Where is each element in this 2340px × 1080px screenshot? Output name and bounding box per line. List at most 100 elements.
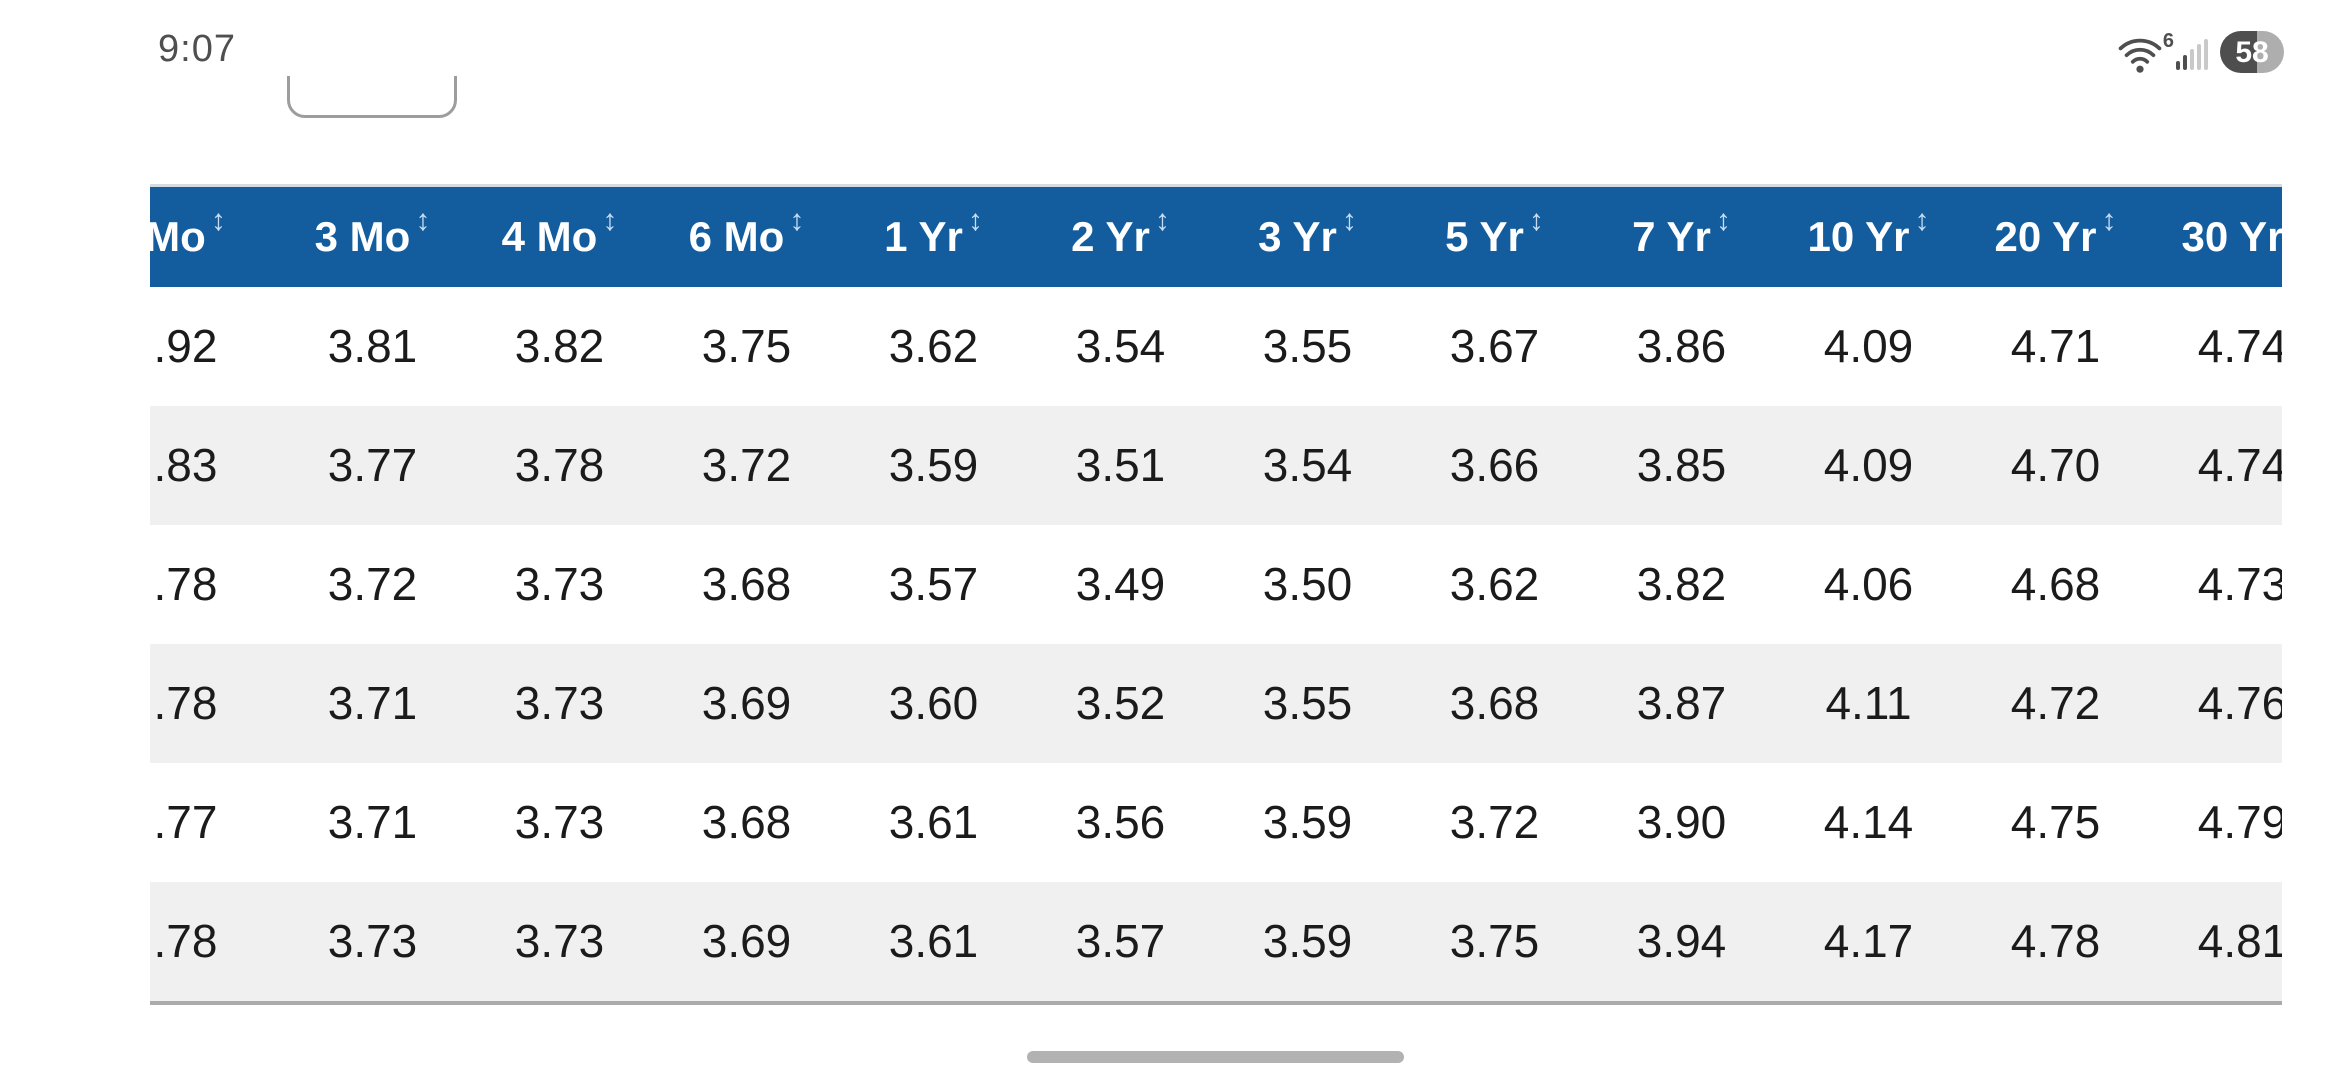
sort-arrows-icon: ↕	[1341, 204, 1357, 237]
table-header-row: Mo ↕ 3 Mo ↕ 4 Mo ↕ 6 Mo ↕ 1 Yr ↕ 2 Yr ↕ 3 Yr ↕ 5 Yr ↕ 7 …	[150, 184, 2282, 287]
sort-arrows-icon: ↕	[2101, 204, 2117, 237]
sort-arrows-icon: ↕	[602, 204, 618, 237]
table-cell: 3.61	[888, 915, 979, 967]
sort-arrows-icon: ↕	[1528, 204, 1544, 237]
table-cell: 3.72	[701, 439, 792, 491]
table-cell: 3.73	[514, 915, 605, 967]
table-cell: 3.73	[514, 558, 605, 610]
yield-table[interactable]: Mo ↕ 3 Mo ↕ 4 Mo ↕ 6 Mo ↕ 1 Yr ↕ 2 Yr ↕ 3 Yr ↕ 5 Yr ↕ 7 …	[150, 184, 2282, 1006]
table-cell: 3.51	[1075, 439, 1166, 491]
table-cell: 3.49	[1075, 558, 1166, 610]
table-cell: 4.11	[1825, 677, 1912, 729]
column-header-2-yr[interactable]: 2 Yr ↕	[1027, 187, 1214, 287]
table-cell: 3.67	[1449, 320, 1540, 372]
column-label: 6 Mo	[688, 213, 785, 260]
column-header-4-mo[interactable]: 4 Mo ↕	[466, 187, 653, 287]
sort-arrows-icon: ↕	[967, 204, 983, 237]
table-cell: 3.86	[1636, 320, 1727, 372]
table-cell: 3.57	[1075, 915, 1166, 967]
column-header-3-mo[interactable]: 3 Mo ↕	[279, 187, 466, 287]
table-cell: 3.73	[327, 915, 418, 967]
partial-button-outline	[287, 76, 457, 118]
table-cell: 3.77	[327, 439, 418, 491]
table-row: .77 3.71 3.73 3.68 3.61 3.56 3.59 3.72 3.90 4.14 4…	[150, 763, 2282, 882]
table-row: .78 3.73 3.73 3.69 3.61 3.57 3.59 3.75 3.94 4.17 4…	[150, 882, 2282, 1001]
wifi-icon: 6	[2116, 30, 2176, 76]
table-cell: 3.82	[514, 320, 605, 372]
table-cell: 3.68	[701, 558, 792, 610]
table-cell: 3.69	[701, 915, 792, 967]
table-cell: 4.68	[2010, 558, 2101, 610]
table-cell: .92	[153, 320, 218, 372]
table-cell: 3.73	[514, 796, 605, 848]
table-cell: 3.78	[514, 439, 605, 491]
table-cell: 3.66	[1449, 439, 1540, 491]
column-header-20-yr[interactable]: 20 Yr ↕	[1962, 187, 2149, 287]
column-header-10-yr[interactable]: 10 Yr ↕	[1775, 187, 1962, 287]
column-label: 1 Yr	[884, 213, 963, 260]
table-cell: .78	[153, 915, 218, 967]
table-cell: 3.71	[327, 796, 418, 848]
table-cell: 3.69	[701, 677, 792, 729]
table-cell: .77	[153, 796, 218, 848]
table-cell: 4.79	[2197, 796, 2282, 848]
column-label: 10 Yr	[1807, 213, 1910, 260]
column-header-5-yr[interactable]: 5 Yr ↕	[1401, 187, 1588, 287]
table-cell: 3.87	[1636, 677, 1727, 729]
column-header-30-yr[interactable]: 30 Yr↕	[2149, 187, 2283, 287]
battery-indicator: 58	[2220, 31, 2284, 73]
column-label: 4 Mo	[501, 213, 598, 260]
table-cell: 3.54	[1262, 439, 1353, 491]
table-cell: 4.14	[1823, 796, 1914, 848]
table-cell: 3.59	[1262, 796, 1353, 848]
wifi-generation-label: 6	[2162, 30, 2174, 52]
table-cell: 4.09	[1823, 439, 1914, 491]
table-cell: 3.62	[1449, 558, 1540, 610]
table-cell: 4.74	[2197, 439, 2282, 491]
horizontal-scrollbar[interactable]	[1027, 1051, 1404, 1063]
column-header-mo[interactable]: Mo ↕	[150, 187, 279, 287]
table-row: .78 3.71 3.73 3.69 3.60 3.52 3.55 3.68 3.87 4.11 4…	[150, 644, 2282, 763]
column-label: 30 Yr	[2181, 213, 2283, 260]
table-cell: 3.75	[701, 320, 792, 372]
partial-button[interactable]	[287, 76, 459, 118]
table-cell: 3.81	[327, 320, 418, 372]
column-header-1-yr[interactable]: 1 Yr ↕	[840, 187, 1027, 287]
clock-time: 9:07	[158, 28, 236, 70]
table-cell: 3.61	[888, 796, 979, 848]
table-row: .83 3.77 3.78 3.72 3.59 3.51 3.54 3.66 3.85 4.09 4…	[150, 406, 2282, 525]
table-cell: 3.54	[1075, 320, 1166, 372]
table-cell: 4.09	[1823, 320, 1914, 372]
table-cell: 3.90	[1636, 796, 1727, 848]
column-label: 3 Yr	[1258, 213, 1337, 260]
column-header-6-mo[interactable]: 6 Mo ↕	[653, 187, 840, 287]
table-cell: 3.68	[1449, 677, 1540, 729]
table-cell: 3.71	[327, 677, 418, 729]
table-cell: 4.17	[1823, 915, 1914, 967]
sort-arrows-icon: ↕	[1715, 204, 1731, 237]
table-cell: 3.55	[1262, 677, 1353, 729]
table-cell: .78	[153, 558, 218, 610]
column-label: 2 Yr	[1071, 213, 1150, 260]
sort-arrows-icon: ↕	[1914, 204, 1930, 237]
table-cell: 3.57	[888, 558, 979, 610]
table-cell: 3.52	[1075, 677, 1166, 729]
table-cell: 3.60	[888, 677, 979, 729]
table-cell: 3.73	[514, 677, 605, 729]
sort-arrows-icon: ↕	[415, 204, 431, 237]
table-cell: 4.73	[2197, 558, 2282, 610]
table-cell: 4.06	[1823, 558, 1914, 610]
table-cell: 3.50	[1262, 558, 1353, 610]
status-icons: 6 58	[2110, 28, 2290, 78]
table-cell: 4.71	[2010, 320, 2101, 372]
sort-arrows-icon: ↕	[789, 204, 805, 237]
table-cell: 4.74	[2197, 320, 2282, 372]
column-header-7-yr[interactable]: 7 Yr ↕	[1588, 187, 1775, 287]
sort-arrows-icon: ↕	[1154, 204, 1170, 237]
column-label: 5 Yr	[1445, 213, 1524, 260]
table-row: .78 3.72 3.73 3.68 3.57 3.49 3.50 3.62 3.82 4.06 4…	[150, 525, 2282, 644]
table-cell: 4.76	[2197, 677, 2282, 729]
table-cell: 3.59	[888, 439, 979, 491]
table-cell: 3.56	[1075, 796, 1166, 848]
column-header-3-yr[interactable]: 3 Yr ↕	[1214, 187, 1401, 287]
